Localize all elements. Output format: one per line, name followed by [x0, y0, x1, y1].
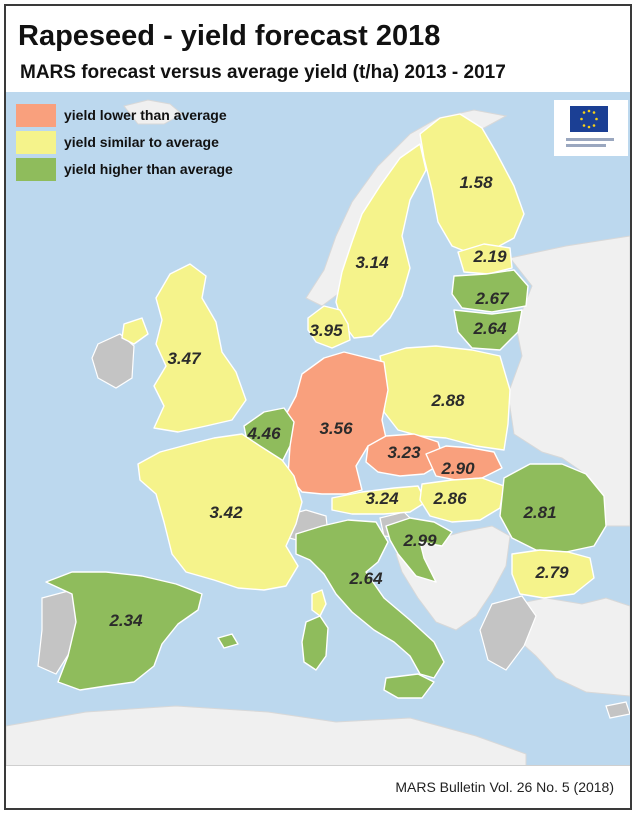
- value-label-benelux: 4.46: [246, 424, 281, 443]
- legend-label-similar: yield similar to average: [64, 134, 219, 150]
- source-citation: MARS Bulletin Vol. 26 No. 5 (2018): [395, 779, 614, 795]
- value-label-austria: 3.24: [365, 489, 399, 508]
- footer: MARS Bulletin Vol. 26 No. 5 (2018): [6, 765, 630, 808]
- region-lithuania: [453, 309, 523, 351]
- region-denmark: [307, 305, 351, 349]
- region-balearic-islands: [217, 633, 239, 649]
- value-label-sweden: 3.14: [355, 253, 389, 272]
- legend-label-lower: yield lower than average: [64, 107, 227, 123]
- region-corsica: [311, 589, 327, 617]
- region-hungary: [419, 477, 505, 523]
- region-croatia: [385, 517, 453, 583]
- region-latvia: [451, 269, 529, 313]
- value-label-slovakia: 2.90: [440, 459, 475, 478]
- land-greece: [505, 597, 630, 697]
- value-label-denmark: 3.95: [309, 321, 343, 340]
- region-spain: [45, 571, 203, 691]
- region-sardinia: [301, 615, 329, 671]
- value-label-germany: 3.56: [319, 419, 353, 438]
- value-label-romania: 2.81: [522, 503, 556, 522]
- region-romania: [499, 463, 607, 553]
- region-france: [137, 433, 303, 591]
- land-north-africa: [6, 705, 527, 772]
- value-label-czechia: 3.23: [387, 443, 421, 462]
- header: Rapeseed - yield forecast 2018 MARS fore…: [6, 6, 630, 92]
- eu-flag-icon: [570, 106, 608, 132]
- region-finland: [419, 113, 525, 255]
- legend-swatch-higher: [16, 158, 56, 181]
- europe-map: 1.58 3.14 2.19 2.67 2.64 3.95 3.47 2.88 …: [6, 92, 630, 772]
- region-slovakia: [425, 445, 503, 481]
- region-greece: [479, 595, 537, 671]
- region-poland: [379, 345, 511, 451]
- value-label-lithuania: 2.64: [472, 319, 507, 338]
- region-value-labels: 1.58 3.14 2.19 2.67 2.64 3.95 3.47 2.88 …: [108, 173, 569, 630]
- value-label-spain: 2.34: [108, 611, 143, 630]
- map-frame: Rapeseed - yield forecast 2018 MARS fore…: [4, 4, 632, 810]
- map-subtitle: MARS forecast versus average yield (t/ha…: [20, 62, 506, 83]
- european-commission-logo: [554, 100, 628, 156]
- legend-item-lower: yield lower than average: [10, 102, 260, 129]
- value-label-hungary: 2.86: [432, 489, 467, 508]
- value-label-bulgaria: 2.79: [534, 563, 569, 582]
- land-balkans: [395, 525, 511, 631]
- legend-swatch-similar: [16, 131, 56, 154]
- region-sicily: [383, 673, 435, 699]
- region-sweden: [335, 143, 427, 339]
- region-austria: [331, 485, 427, 515]
- value-label-italy: 2.64: [348, 569, 383, 588]
- legend-label-higher: yield higher than average: [64, 161, 233, 177]
- value-label-finland: 1.58: [459, 173, 493, 192]
- region-italy: [295, 519, 445, 679]
- region-estonia: [457, 243, 513, 275]
- region-cyprus: [605, 701, 630, 719]
- region-bulgaria: [511, 549, 595, 599]
- value-label-latvia: 2.67: [474, 289, 510, 308]
- land-iceland: [123, 99, 183, 125]
- legend-item-higher: yield higher than average: [10, 156, 260, 183]
- value-label-united-kingdom: 3.47: [167, 349, 202, 368]
- value-label-france: 3.42: [209, 503, 243, 522]
- map-title: Rapeseed - yield forecast 2018: [18, 20, 441, 52]
- value-label-estonia: 2.19: [472, 247, 507, 266]
- legend-swatch-lower: [16, 104, 56, 127]
- legend-item-similar: yield similar to average: [10, 129, 260, 156]
- value-label-poland: 2.88: [430, 391, 465, 410]
- region-united-kingdom: [153, 263, 247, 433]
- region-northern-ireland: [121, 317, 149, 345]
- legend: yield lower than average yield similar t…: [10, 102, 260, 183]
- value-label-croatia: 2.99: [402, 531, 437, 550]
